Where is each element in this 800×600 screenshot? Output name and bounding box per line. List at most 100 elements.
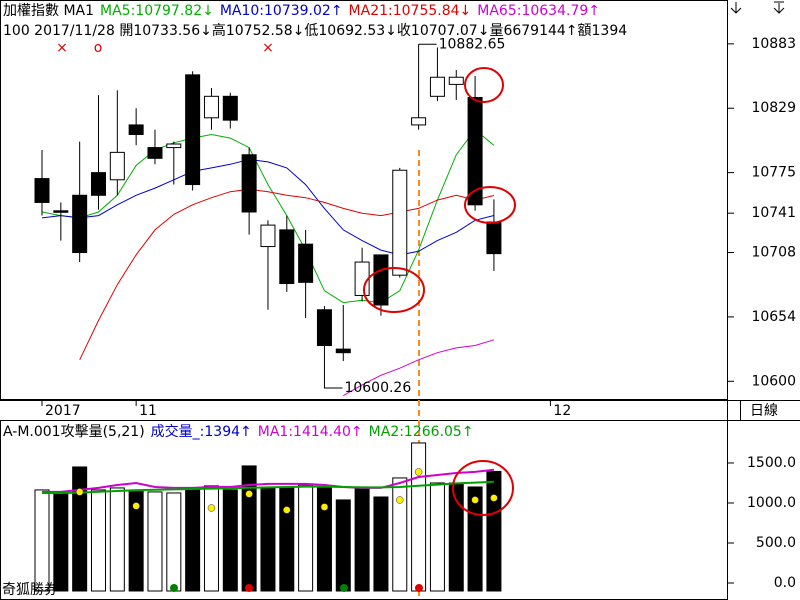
candle-body bbox=[373, 254, 389, 306]
candle-body bbox=[203, 95, 219, 119]
attack-dot bbox=[207, 504, 216, 512]
ma-line bbox=[343, 339, 495, 397]
header-item: MA21:10755.84↓ bbox=[349, 3, 472, 19]
header-item: MA2:1266.05↑ bbox=[369, 424, 474, 440]
annotation: 10600.26 bbox=[344, 380, 411, 396]
header-item: MA65:10634.79↑ bbox=[477, 3, 600, 19]
volume-bar bbox=[354, 486, 370, 592]
volume-bar bbox=[72, 466, 88, 592]
attack-dot bbox=[132, 502, 140, 510]
candle-body bbox=[335, 348, 351, 354]
volume-bar bbox=[166, 492, 182, 592]
price-plot: 10882.65 10600.26 bbox=[34, 36, 506, 397]
highlight-circles bbox=[363, 67, 516, 516]
volume-bar bbox=[316, 486, 332, 592]
attack-dot bbox=[396, 496, 404, 504]
volume-bar bbox=[185, 489, 201, 592]
candle-body bbox=[166, 143, 182, 149]
signal-dot bbox=[340, 584, 348, 592]
attack-dot bbox=[245, 490, 253, 498]
header-item: 成交量_:1394↑ bbox=[151, 423, 252, 440]
price-info: 100 2017/11/28 開10733.56↓高10752.58↓低1069… bbox=[3, 22, 627, 39]
candle-body bbox=[316, 309, 332, 347]
period-label: 日線 bbox=[750, 403, 778, 419]
volume-bar bbox=[203, 485, 219, 592]
candle-body bbox=[34, 178, 50, 203]
y-tick-label: 10654 bbox=[751, 309, 796, 325]
y-tick-label: 10775 bbox=[751, 165, 796, 181]
marker: × bbox=[262, 40, 274, 56]
annotation: 10882.65 bbox=[439, 36, 506, 52]
ma-line bbox=[41, 158, 495, 256]
signal-dot bbox=[245, 584, 253, 592]
annotation-leader bbox=[323, 380, 343, 389]
y-tick-label: 10883 bbox=[751, 36, 796, 52]
signal-dot bbox=[415, 584, 423, 592]
signal-dot bbox=[170, 584, 178, 592]
attack-dot bbox=[414, 468, 423, 476]
volume-ma-line bbox=[42, 468, 495, 493]
y-tick-label: 0.0 bbox=[774, 575, 796, 591]
candle-body bbox=[241, 154, 257, 213]
y-tick-label: 10829 bbox=[751, 100, 796, 116]
attack-dot bbox=[490, 494, 498, 502]
x-tick-label: 11 bbox=[139, 403, 157, 419]
volume-bar bbox=[53, 491, 69, 592]
candle-body bbox=[279, 229, 295, 285]
volume-plot bbox=[34, 442, 502, 592]
candle-body bbox=[72, 194, 88, 254]
volume-bar bbox=[147, 491, 163, 592]
y-tick-label: 10741 bbox=[751, 205, 796, 221]
candle-body bbox=[222, 95, 238, 121]
volume-bar bbox=[279, 486, 295, 592]
candle-body bbox=[467, 97, 483, 206]
candle-body bbox=[298, 243, 314, 283]
y-tick-label: 500.0 bbox=[756, 535, 796, 551]
candle-body bbox=[128, 124, 144, 135]
volume-bar bbox=[335, 499, 351, 592]
volume-bar bbox=[486, 470, 502, 592]
candle-body bbox=[411, 117, 427, 126]
volume-bar bbox=[90, 489, 106, 592]
volume-bar bbox=[260, 486, 276, 592]
ma-line bbox=[79, 188, 495, 361]
header-item: A-M.001攻擊量(5,21) bbox=[3, 423, 145, 440]
volume-bar bbox=[298, 484, 314, 592]
attack-dot bbox=[471, 496, 479, 504]
volume-bar bbox=[411, 442, 427, 592]
attack-dot bbox=[283, 506, 291, 514]
x-tick-label: 12 bbox=[553, 403, 571, 419]
attack-dot bbox=[320, 503, 329, 511]
ma-line bbox=[41, 128, 495, 304]
candle-body bbox=[260, 224, 276, 248]
attack-dot bbox=[75, 488, 84, 496]
scroll-icons[interactable] bbox=[730, 1, 785, 14]
volume-bar bbox=[429, 482, 445, 592]
candle-body bbox=[90, 172, 106, 196]
volume-bar bbox=[109, 487, 125, 592]
marker: × bbox=[56, 40, 68, 56]
marker: o bbox=[94, 40, 103, 56]
y-tick-label: 10600 bbox=[751, 373, 796, 389]
candle-body bbox=[448, 76, 464, 85]
candle-body bbox=[53, 210, 69, 213]
y-tick-label: 10708 bbox=[751, 245, 796, 261]
brand: 奇狐勝券 bbox=[2, 581, 58, 598]
candle-body bbox=[392, 169, 408, 276]
volume-header: A-M.001攻擊量(5,21) 成交量_:1394↑ MA1:1414.40↑ MA… bbox=[3, 423, 474, 440]
y-tick-label: 1500.0 bbox=[747, 455, 796, 471]
candle-body bbox=[429, 76, 445, 97]
header-item: MA1:1414.40↑ bbox=[258, 424, 363, 440]
candle-body bbox=[185, 74, 201, 186]
candle-body bbox=[486, 221, 502, 255]
header-item: 加權指數 MA1 bbox=[3, 3, 94, 19]
header-item: MA10:10739.02↑ bbox=[220, 3, 343, 19]
volume-bar bbox=[222, 489, 238, 592]
volume-bar bbox=[373, 496, 389, 592]
volume-ma-line bbox=[42, 480, 494, 494]
x-tick-label: 2017 bbox=[45, 403, 81, 419]
volume-bar bbox=[34, 489, 50, 592]
axes: 10600 10654 10708 10741 10775 10829 10883 2017 1… bbox=[41, 36, 796, 591]
y-tick-label: 1000.0 bbox=[747, 495, 796, 511]
